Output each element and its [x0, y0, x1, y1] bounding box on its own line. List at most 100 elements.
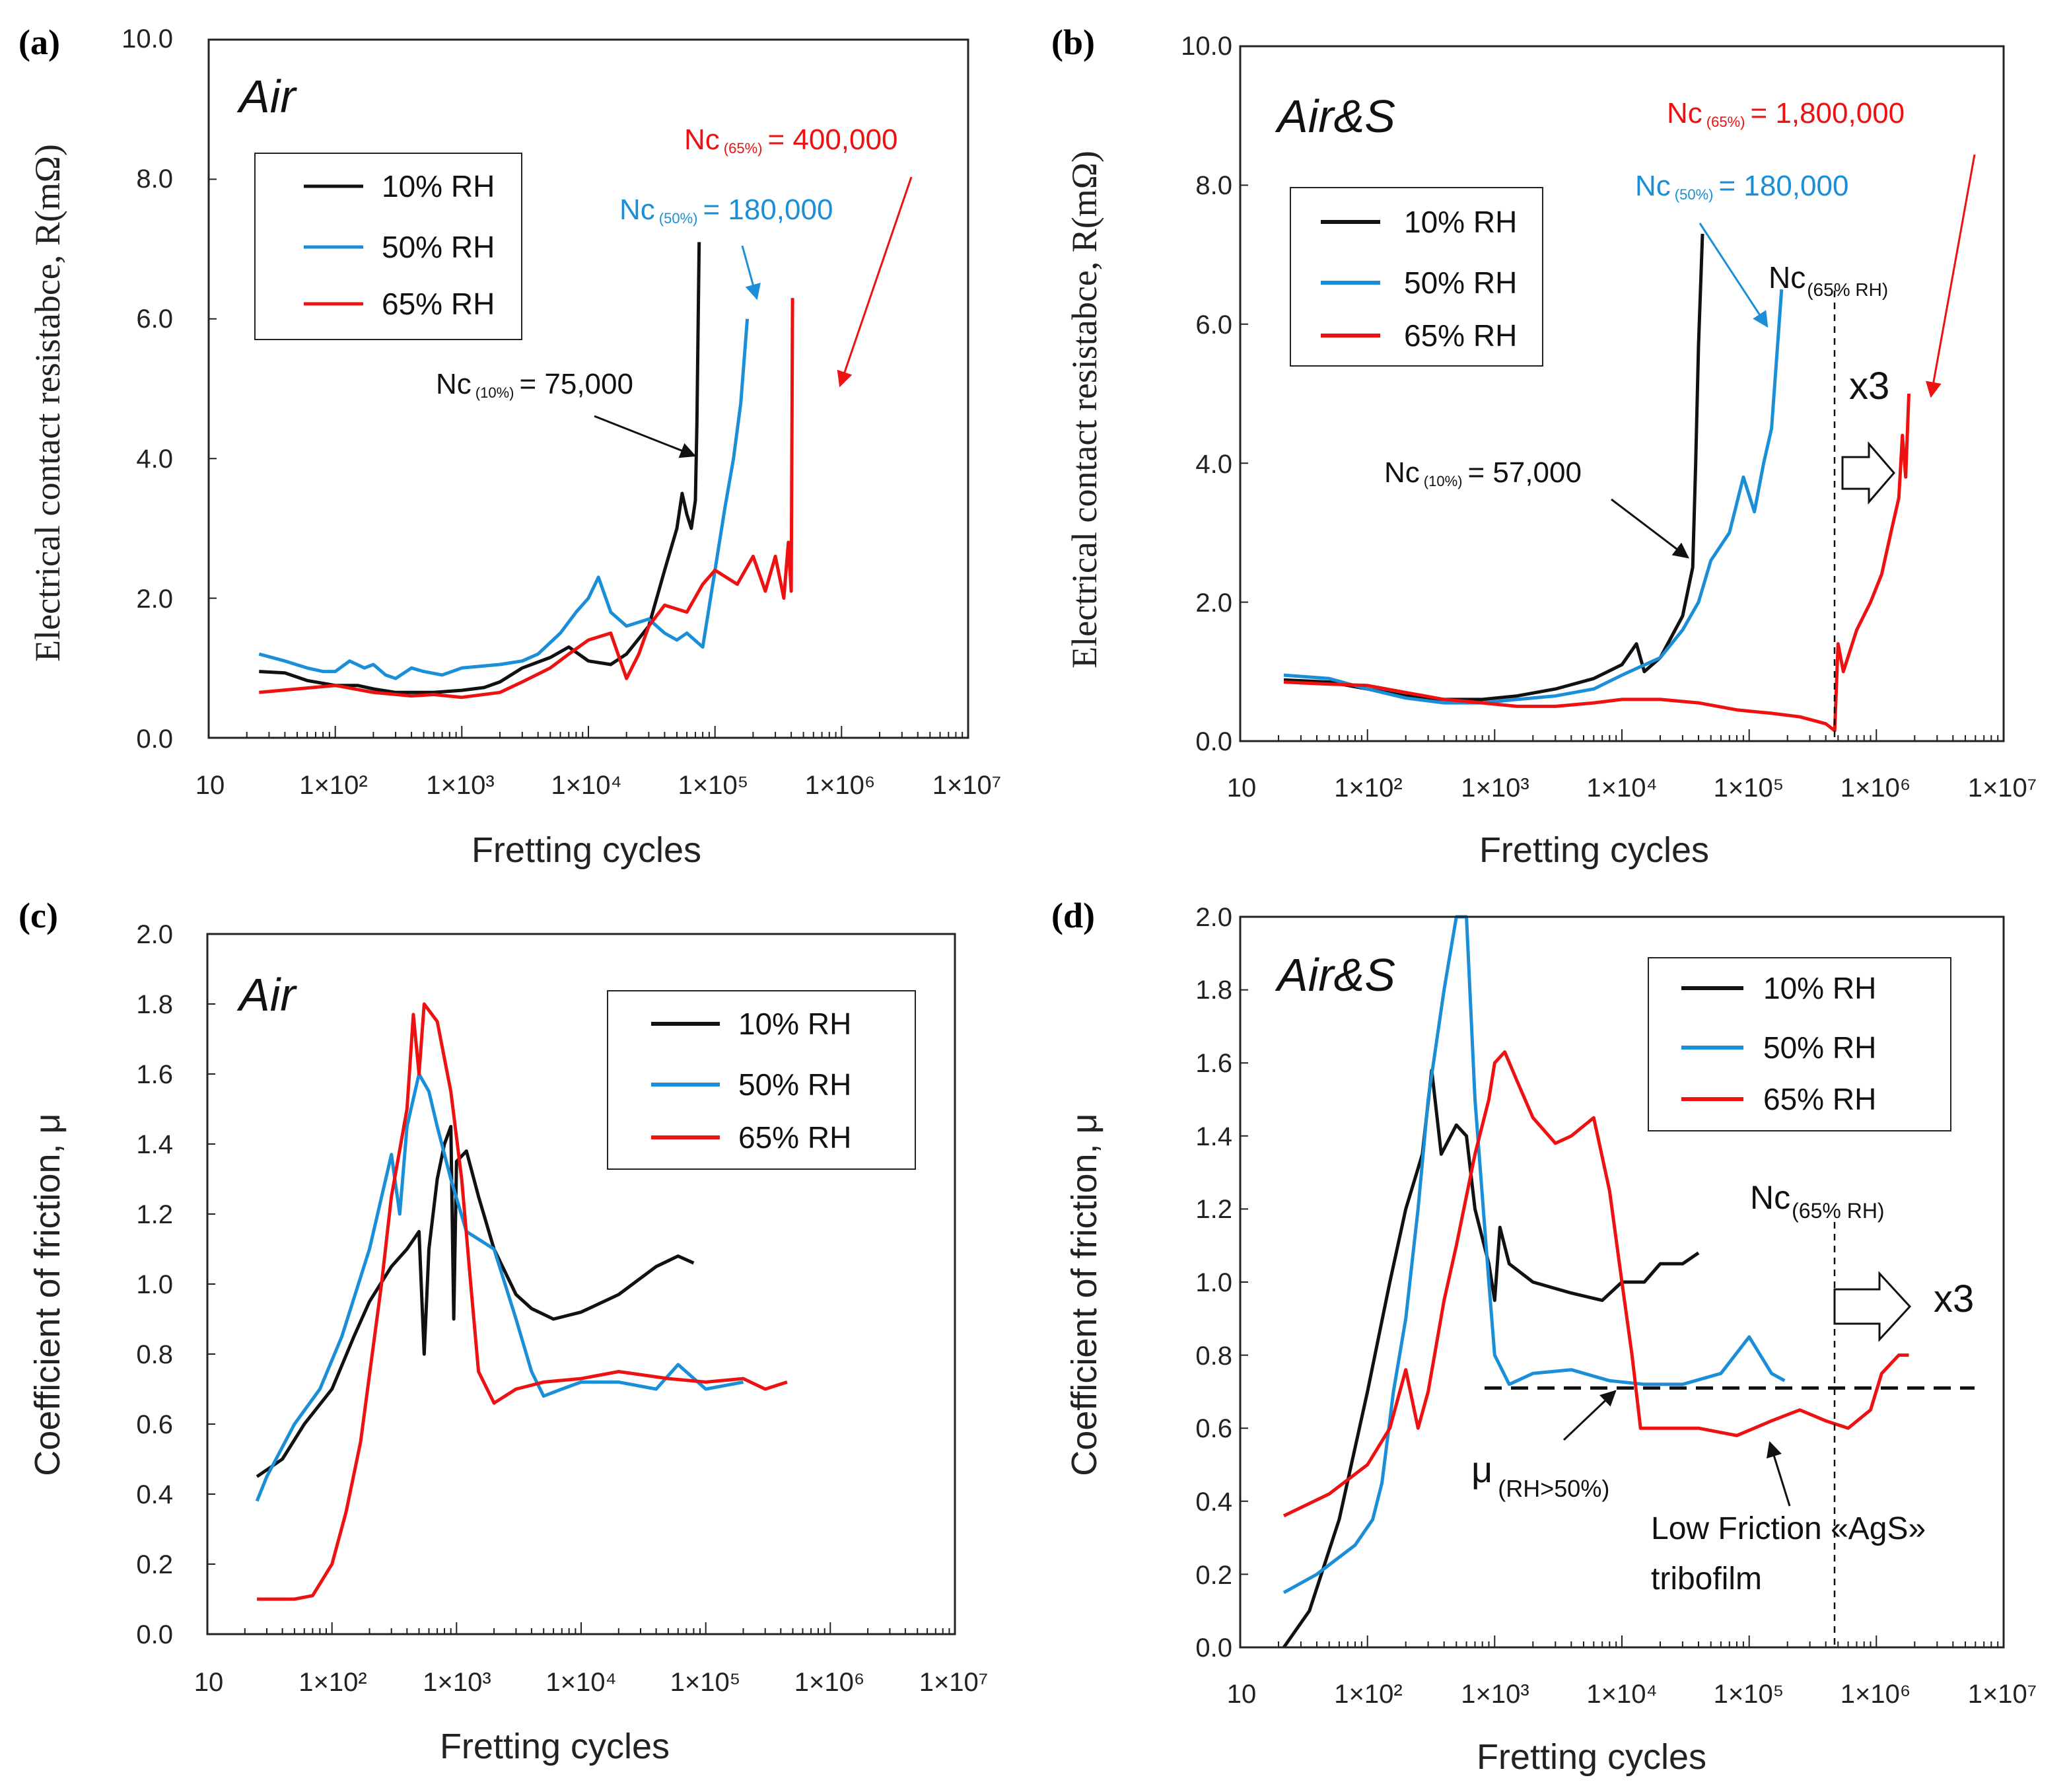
- panel-c-legend-label-10: 10% RH: [738, 1007, 851, 1041]
- panel-a-series-50-rh: [258, 318, 750, 680]
- panel-d-yticks: 0.0 0.2 0.4 0.6 0.8 1.0 1.2 1.4 1.6 1.8 …: [1195, 903, 1232, 1663]
- panel-d-xticks: 10 1×10² 1×10³ 1×10⁴ 1×10⁵ 1×10⁶ 1×10⁷: [1227, 1680, 2037, 1709]
- panel-b: (b) Electrical contact resistabce, R(mΩ)…: [1051, 22, 2037, 870]
- panel-c-frame: [206, 933, 956, 1635]
- panel-d-ytick-6: 1.2: [1195, 1195, 1232, 1224]
- panel-d-frame: [1239, 915, 2005, 1649]
- panel-d-legend: 10% RH 50% RH 65% RH: [1648, 957, 1951, 1131]
- panel-b-legend-label-50: 50% RH: [1404, 266, 1517, 300]
- panel-a-ytick-2: 4.0: [136, 445, 173, 474]
- panel-d-ytick-4: 0.8: [1195, 1342, 1232, 1371]
- panel-b-nc10-arrow: [1611, 498, 1689, 559]
- panel-d-xtick-3: 1×10⁴: [1586, 1680, 1657, 1709]
- panel-c-y-ticks: [207, 933, 215, 1635]
- panel-b-ytick-4: 8.0: [1195, 171, 1232, 200]
- panel-d-label: (d): [1051, 896, 1095, 935]
- panel-d-ytick-9: 1.8: [1195, 976, 1232, 1005]
- panel-c-legend-label-65: 65% RH: [738, 1120, 851, 1155]
- panel-d-ytick-0: 0.0: [1195, 1633, 1232, 1663]
- panel-a-series-10-rh: [259, 242, 701, 694]
- panel-b-label: (b): [1051, 22, 1095, 62]
- panel-b-ylabel: Electrical contact resistabce, R(mΩ): [1065, 151, 1104, 668]
- panel-b-x3-label: x3: [1849, 365, 1889, 408]
- panel-c-xtick-3: 1×10⁴: [545, 1668, 616, 1697]
- panel-c-ytick-4: 0.8: [136, 1340, 173, 1369]
- panel-d-series-65-rh: [1282, 1050, 1909, 1518]
- panel-c-ytick-0: 0.0: [136, 1620, 173, 1649]
- panel-a-nc50-arrow: [741, 245, 761, 301]
- panel-c-xticks: 10 1×10² 1×10³ 1×10⁴ 1×10⁵ 1×10⁶ 1×10⁷: [194, 1668, 989, 1697]
- panel-d-mu-label: μ (RH>50%): [1471, 1449, 1609, 1502]
- panel-a-ytick-5: 10.0: [122, 24, 173, 54]
- panel-b-nc65-arrow: [1926, 154, 1976, 398]
- panel-b-nc65-label: Nc (65%) = 1,800,000: [1667, 97, 1905, 130]
- panel-d-xtick-4: 1×10⁵: [1714, 1680, 1784, 1709]
- panel-b-environment: Air&S: [1275, 90, 1395, 142]
- panel-a-legend: 10% RH 50% RH 65% RH: [254, 153, 522, 340]
- panel-d-ylabel: Coefficient of friction, μ: [1065, 1113, 1104, 1476]
- panel-b-ytick-3: 6.0: [1195, 310, 1232, 340]
- panel-d-mu-arrow: [1562, 1390, 1617, 1441]
- panel-b-ytick-0: 0.0: [1195, 727, 1232, 756]
- panel-c-plot: [207, 933, 950, 1635]
- panel-d-ytick-3: 0.6: [1195, 1414, 1232, 1443]
- panel-a-xticks: 10 1×10² 1×10³ 1×10⁴ 1×10⁵ 1×10⁶ 1×10⁷: [195, 771, 1002, 800]
- panel-d-tribofilm-line1: Low Friction «AgS»: [1651, 1511, 1926, 1546]
- panel-a-y-ticks: [209, 39, 217, 738]
- panel-b-nc50-label: Nc (50%) = 180,000: [1635, 170, 1848, 203]
- panel-c-series-50-rh: [255, 1072, 744, 1502]
- panel-d-nc-line-label: Nc(65% RH): [1750, 1179, 1885, 1223]
- panel-d-xtick-6: 1×10⁷: [1968, 1680, 2037, 1709]
- panel-d-ytick-2: 0.4: [1195, 1487, 1232, 1517]
- panel-c-xtick-6: 1×10⁷: [919, 1668, 989, 1697]
- panel-b-ytick-1: 2.0: [1195, 589, 1232, 618]
- panel-d-xtick-0: 10: [1227, 1680, 1257, 1709]
- panel-a-nc50-label: Nc (50%) = 180,000: [619, 194, 833, 227]
- panel-b-legend-label-10: 10% RH: [1404, 205, 1517, 239]
- panel-a-xtick-2: 1×10³: [426, 771, 494, 800]
- panel-b-xtick-3: 1×10⁴: [1586, 773, 1657, 803]
- panel-d-legend-label-10: 10% RH: [1763, 971, 1876, 1005]
- panel-d-tribofilm-arrow: [1766, 1441, 1791, 1507]
- panel-b-series-10-rh: [1283, 233, 1704, 701]
- panel-a-series-65-rh: [259, 298, 794, 699]
- panel-c-ytick-1: 0.2: [136, 1550, 173, 1579]
- panel-b-xtick-5: 1×10⁶: [1841, 773, 1911, 803]
- panel-a-ylabel: Electrical contact resistabce, R(mΩ): [28, 144, 67, 662]
- panel-b-xtick-0: 10: [1227, 773, 1257, 803]
- panel-c-xtick-2: 1×10³: [423, 1668, 491, 1697]
- panel-c-legend-label-50: 50% RH: [738, 1067, 851, 1102]
- panel-c-xtick-4: 1×10⁵: [670, 1668, 741, 1697]
- panel-a-xtick-6: 1×10⁷: [932, 771, 1002, 800]
- panel-c-xtick-0: 10: [194, 1668, 224, 1697]
- panel-c-xtick-5: 1×10⁶: [794, 1668, 865, 1697]
- panel-d-xtick-5: 1×10⁶: [1841, 1680, 1911, 1709]
- panel-c-ylabel: Coefficient of friction, μ: [28, 1113, 67, 1476]
- panel-b-y-ticks: [1240, 46, 1248, 742]
- panel-d-series-50-rh: [1282, 915, 1786, 1595]
- panel-d-shift-arrow-icon: [1833, 1271, 1912, 1342]
- panel-d: (d) Coefficient of friction, μ 0.0 0.2 0…: [1051, 896, 2037, 1777]
- panel-a-nc10-arrow: [594, 415, 697, 458]
- panel-a-ytick-1: 2.0: [136, 585, 173, 614]
- panel-d-xtick-1: 1×10²: [1334, 1680, 1402, 1709]
- panel-a-plot: [208, 39, 964, 738]
- panel-d-legend-label-50: 50% RH: [1763, 1030, 1876, 1065]
- panel-c-environment: Air: [236, 969, 297, 1021]
- panel-b-xtick-2: 1×10³: [1461, 773, 1529, 803]
- panel-b-xtick-4: 1×10⁵: [1714, 773, 1784, 803]
- panel-d-x3-label: x3: [1934, 1277, 1974, 1320]
- panel-b-x-minor-ticks: [1240, 729, 1999, 741]
- panel-b-series-65-rh: [1283, 393, 1911, 733]
- panel-a-legend-label-65: 65% RH: [382, 287, 495, 321]
- panel-c-xlabel: Fretting cycles: [440, 1727, 670, 1766]
- panel-a-ytick-0: 0.0: [136, 725, 173, 754]
- panel-a-frame: [207, 38, 969, 739]
- panel-b-ytick-2: 4.0: [1195, 450, 1232, 479]
- panel-a-ytick-4: 8.0: [136, 164, 173, 194]
- panel-b-xtick-1: 1×10²: [1334, 773, 1402, 803]
- panel-a-ytick-3: 6.0: [136, 305, 173, 334]
- panel-d-ytick-10: 2.0: [1195, 903, 1232, 932]
- panel-b-xlabel: Fretting cycles: [1479, 830, 1709, 870]
